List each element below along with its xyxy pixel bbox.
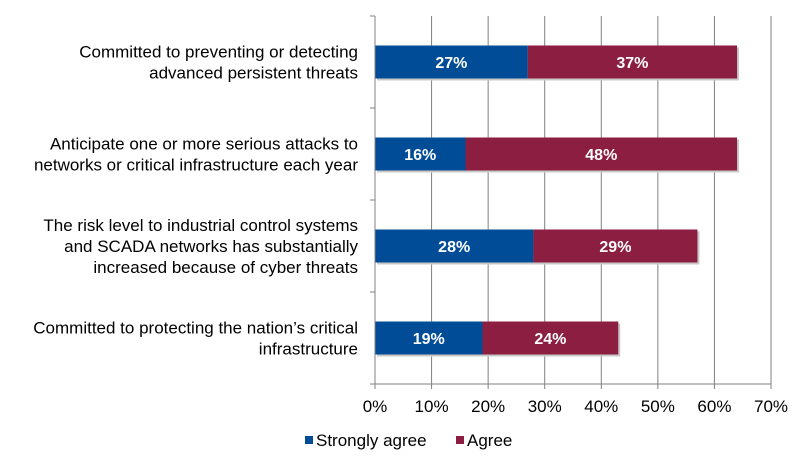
category-label-line: The risk level to industrial control sys… (43, 216, 358, 235)
axes (370, 15, 772, 389)
x-tick-label: 70% (754, 397, 788, 416)
bar-agree (482, 321, 619, 355)
category-label-line: advanced persistent threats (149, 64, 358, 83)
x-tick-label: 30% (528, 397, 562, 416)
category-label-line: and SCADA networks has substantially (64, 237, 358, 256)
bar-value-label: 19% (413, 331, 445, 348)
x-tick-label: 60% (697, 397, 731, 416)
x-tick-label: 50% (641, 397, 675, 416)
bar-strongly-agree (375, 137, 466, 171)
category-label-line: Committed to protecting the nation’s cri… (33, 319, 358, 338)
category-label-line: increased because of cyber threats (93, 258, 358, 277)
legend-label: Agree (467, 431, 512, 450)
bar-strongly-agree (375, 229, 534, 263)
bar-strongly-agree (375, 45, 528, 79)
x-tick-labels: 0% 10% 20% 30% 40% 50% 60% 70% (363, 397, 788, 416)
category-label: Committed to protecting the nation’s cri… (33, 319, 358, 359)
category-label-line: Anticipate one or more serious attacks t… (50, 135, 358, 154)
bar-value-label: 28% (438, 239, 470, 256)
bar-agree (527, 45, 738, 79)
category-label-line: networks or critical infrastructure each… (34, 156, 358, 175)
legend: Strongly agree Agree (305, 431, 512, 450)
x-tick-label: 10% (415, 397, 449, 416)
bar-agree (533, 229, 698, 263)
bar-value-label: 29% (599, 239, 631, 256)
bar-value-label: 24% (534, 331, 566, 348)
category-label-line: Committed to preventing or detecting (79, 43, 358, 62)
bar-value-label: 27% (435, 55, 467, 72)
x-tick-label: 0% (363, 397, 388, 416)
bar-value-label: 48% (585, 147, 617, 164)
bar-agree (465, 137, 738, 171)
bar-strongly-agree (375, 321, 483, 355)
category-labels: Committed to preventing or detecting adva… (33, 43, 358, 359)
category-label: Committed to preventing or detecting adva… (79, 43, 358, 83)
category-label: The risk level to industrial control sys… (43, 216, 358, 277)
bar-value-label: 37% (616, 55, 648, 72)
legend-label: Strongly agree (316, 431, 427, 450)
legend-swatch (305, 436, 313, 444)
x-tick-label: 20% (471, 397, 505, 416)
x-tick-label: 40% (584, 397, 618, 416)
legend-swatch (456, 436, 464, 444)
category-label-line: infrastructure (259, 340, 358, 359)
bars: 27% 37% 16% 48% 28% 29% 19% 24% (375, 45, 740, 357)
bar-value-label: 16% (404, 147, 436, 164)
category-label: Anticipate one or more serious attacks t… (34, 135, 358, 175)
